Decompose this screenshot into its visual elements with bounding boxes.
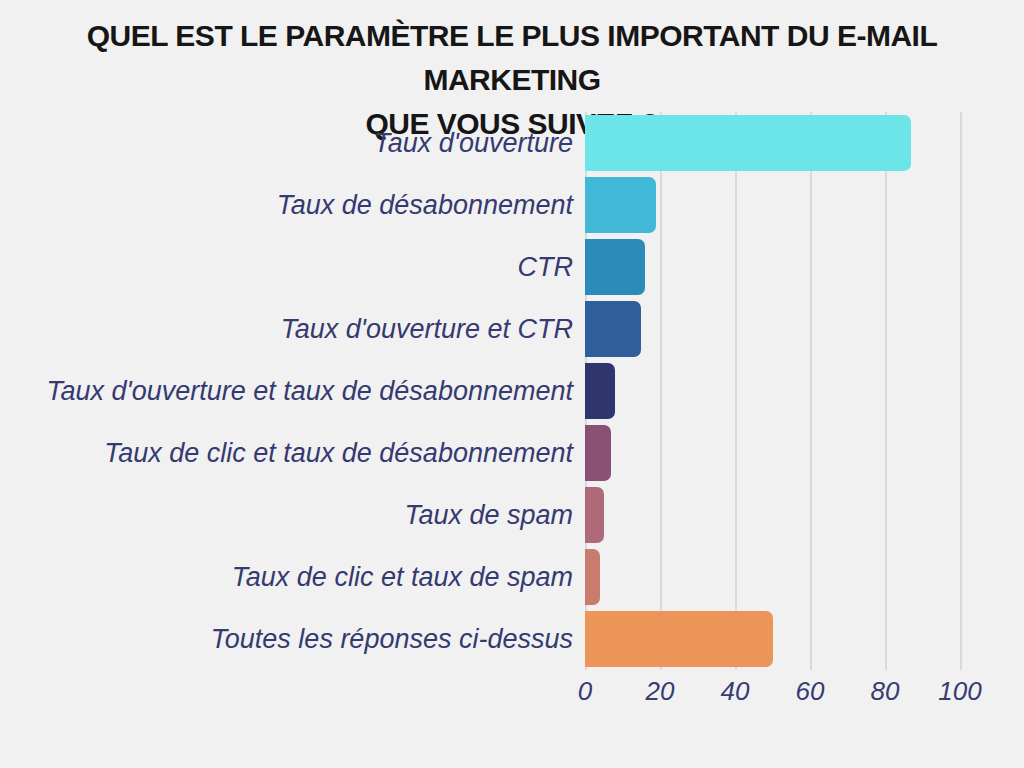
x-tick-label: 40: [721, 676, 750, 707]
x-tick-label: 80: [871, 676, 900, 707]
category-label: Taux de clic et taux de spam: [0, 546, 585, 608]
bar-row: [585, 608, 1012, 670]
bar-row: [585, 112, 1012, 174]
category-label: Taux de spam: [0, 484, 585, 546]
bar: [585, 611, 773, 667]
category-label: Toutes les réponses ci-dessus: [0, 608, 585, 670]
category-label: Taux de désabonnement: [0, 174, 585, 236]
plot-area: [585, 112, 1012, 670]
bar-row: [585, 174, 1012, 236]
bar: [585, 239, 645, 295]
category-labels-column: Taux d'ouvertureTaux de désabonnementCTR…: [0, 112, 585, 670]
bar: [585, 487, 604, 543]
bar-row: [585, 546, 1012, 608]
bar-row: [585, 236, 1012, 298]
x-tick-label: 60: [796, 676, 825, 707]
bar-row: [585, 360, 1012, 422]
bar: [585, 425, 611, 481]
category-label: Taux de clic et taux de désabonnement: [0, 422, 585, 484]
bar-row: [585, 422, 1012, 484]
x-tick-label: 100: [938, 676, 981, 707]
category-label: CTR: [0, 236, 585, 298]
bar: [585, 115, 911, 171]
bar: [585, 301, 641, 357]
bar: [585, 177, 656, 233]
x-tick-label: 0: [578, 676, 592, 707]
bar-row: [585, 484, 1012, 546]
category-label: Taux d'ouverture et CTR: [0, 298, 585, 360]
category-label: Taux d'ouverture et taux de désabonnemen…: [0, 360, 585, 422]
survey-bar-chart-page: QUEL EST LE PARAMÈTRE LE PLUS IMPORTANT …: [0, 0, 1024, 768]
bar-row: [585, 298, 1012, 360]
x-tick-label: 20: [646, 676, 675, 707]
x-axis: 020406080100: [585, 674, 1012, 718]
bar-chart: Taux d'ouvertureTaux de désabonnementCTR…: [0, 112, 1024, 670]
bar: [585, 363, 615, 419]
bar: [585, 549, 600, 605]
chart-title-line1: QUEL EST LE PARAMÈTRE LE PLUS IMPORTANT …: [0, 14, 1024, 102]
category-label: Taux d'ouverture: [0, 112, 585, 174]
